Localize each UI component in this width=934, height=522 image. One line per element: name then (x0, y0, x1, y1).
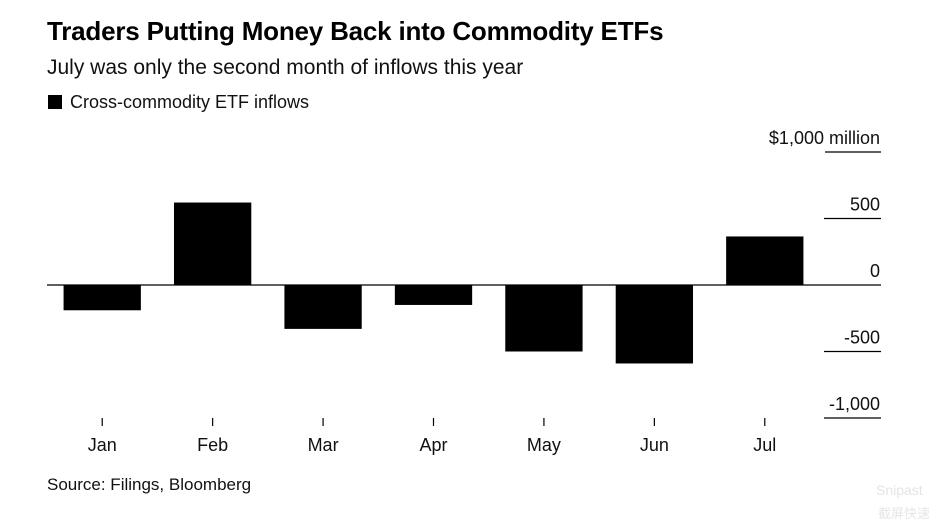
x-tick-label: Jan (88, 435, 117, 455)
x-tick-label: Feb (197, 435, 228, 455)
x-tick-label: May (527, 435, 561, 455)
bar-chart: $1,000 million 500 0 -500 -1,000 Jan Feb Mar Apr… (47, 128, 881, 455)
chart-subtitle: July was only the second month of inflow… (47, 56, 524, 79)
legend-label: Cross-commodity ETF inflows (70, 91, 310, 112)
legend: Cross-commodity ETF inflows (48, 92, 309, 112)
chart-title: Traders Putting Money Back into Commodit… (47, 16, 664, 46)
x-tick-label: Jun (640, 435, 669, 455)
y-tick-label: 500 (850, 195, 880, 215)
watermark-text: Snipast (876, 482, 923, 498)
source-note: Source: Filings, Bloomberg (47, 475, 252, 494)
bar-jul (726, 236, 804, 285)
y-tick-label: $1,000 million (769, 128, 880, 148)
y-tick-label: -500 (844, 328, 880, 348)
x-tick-label: Mar (308, 435, 339, 455)
y-tick-label: -1,000 (829, 394, 880, 414)
legend-swatch (48, 95, 62, 109)
bar-mar (284, 285, 362, 329)
x-tick-label: Apr (419, 435, 447, 455)
bar-feb (173, 202, 252, 285)
bar-may (505, 285, 583, 352)
bar-jan (63, 285, 141, 311)
bar-apr (394, 285, 473, 305)
bar-jun (615, 285, 694, 364)
y-tick-label: 0 (870, 261, 880, 281)
watermark-text-cn: 截屏快速 (878, 506, 931, 521)
x-tick-label: Jul (753, 435, 776, 455)
